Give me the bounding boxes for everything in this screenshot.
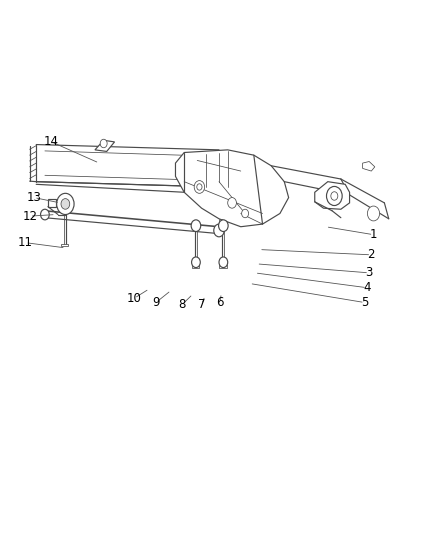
Polygon shape	[95, 140, 115, 151]
Text: 10: 10	[127, 292, 141, 305]
Circle shape	[219, 220, 228, 231]
Polygon shape	[61, 244, 68, 246]
Text: 8: 8	[178, 298, 186, 311]
Polygon shape	[315, 182, 350, 209]
Circle shape	[100, 139, 107, 148]
Text: 5: 5	[361, 296, 368, 309]
Circle shape	[367, 206, 380, 221]
Polygon shape	[363, 161, 375, 171]
Circle shape	[228, 198, 237, 208]
Circle shape	[326, 187, 342, 206]
Circle shape	[191, 220, 201, 231]
Text: 1: 1	[370, 228, 377, 241]
Text: 9: 9	[152, 296, 159, 309]
Text: 2: 2	[367, 248, 375, 261]
Text: 4: 4	[363, 281, 371, 294]
Text: 12: 12	[22, 209, 37, 223]
Text: 7: 7	[198, 298, 205, 311]
Circle shape	[57, 193, 74, 215]
Circle shape	[219, 257, 228, 268]
Text: 13: 13	[27, 191, 42, 204]
Polygon shape	[48, 199, 56, 207]
Circle shape	[331, 192, 338, 200]
Circle shape	[197, 184, 202, 190]
Polygon shape	[192, 264, 199, 268]
Text: 6: 6	[216, 296, 224, 309]
Polygon shape	[61, 211, 68, 214]
Circle shape	[194, 181, 205, 193]
Text: 14: 14	[44, 135, 59, 148]
Polygon shape	[176, 150, 289, 227]
Circle shape	[242, 209, 249, 217]
Circle shape	[41, 209, 49, 220]
Circle shape	[61, 199, 70, 209]
Circle shape	[191, 257, 200, 268]
Text: 11: 11	[18, 236, 33, 249]
Polygon shape	[219, 264, 227, 268]
Circle shape	[214, 224, 224, 237]
Text: 3: 3	[365, 266, 373, 279]
